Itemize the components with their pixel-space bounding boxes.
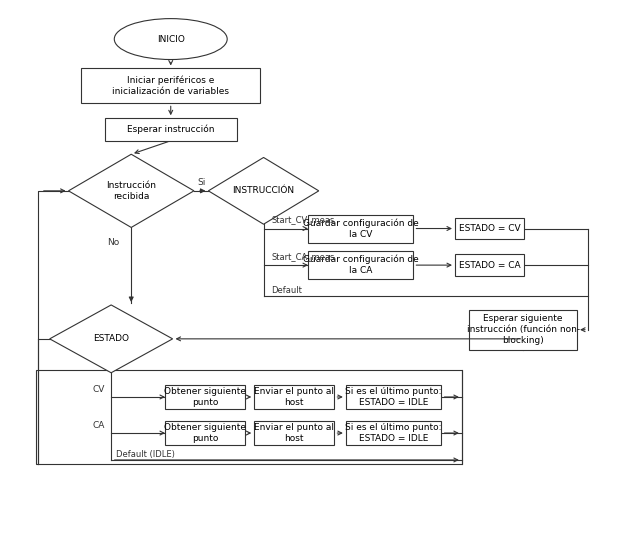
FancyBboxPatch shape: [308, 251, 413, 279]
FancyBboxPatch shape: [469, 309, 577, 350]
FancyBboxPatch shape: [81, 68, 260, 103]
Text: INICIO: INICIO: [157, 35, 185, 44]
Polygon shape: [209, 157, 319, 224]
Text: Default (IDLE): Default (IDLE): [116, 450, 175, 459]
Text: Enviar el punto al
host: Enviar el punto al host: [255, 423, 335, 443]
FancyBboxPatch shape: [165, 421, 245, 445]
Text: ESTADO = CA: ESTADO = CA: [459, 261, 520, 269]
FancyBboxPatch shape: [308, 215, 413, 242]
Ellipse shape: [114, 18, 227, 60]
Text: Enviar el punto al
host: Enviar el punto al host: [255, 387, 335, 407]
Text: Si es el último punto:
ESTADO = IDLE: Si es el último punto: ESTADO = IDLE: [345, 387, 442, 407]
Text: CV: CV: [93, 385, 105, 394]
Text: Si es el último punto:
ESTADO = IDLE: Si es el último punto: ESTADO = IDLE: [345, 423, 442, 443]
Text: INSTRUCCIÓN: INSTRUCCIÓN: [232, 186, 295, 195]
FancyBboxPatch shape: [455, 254, 524, 276]
FancyBboxPatch shape: [254, 385, 335, 410]
Text: No: No: [108, 238, 120, 247]
Text: Guardar configuración de
la CV: Guardar configuración de la CV: [303, 218, 419, 239]
FancyBboxPatch shape: [105, 118, 237, 141]
Text: Guardar configuración de
la CA: Guardar configuración de la CA: [303, 255, 419, 275]
FancyBboxPatch shape: [165, 385, 245, 410]
Text: Si: Si: [197, 179, 205, 187]
Polygon shape: [50, 305, 173, 373]
Polygon shape: [69, 154, 194, 227]
Text: Obtener siguiente
punto: Obtener siguiente punto: [164, 387, 246, 407]
Bar: [36, 370, 462, 464]
Text: Esperar instrucción: Esperar instrucción: [127, 125, 214, 134]
Text: Start_CA_meas: Start_CA_meas: [271, 252, 335, 261]
Text: Obtener siguiente
punto: Obtener siguiente punto: [164, 423, 246, 443]
Text: Iniciar periféricos e
inicialización de variables: Iniciar periféricos e inicialización de …: [112, 76, 229, 96]
Text: CA: CA: [93, 421, 105, 430]
Text: ESTADO = CV: ESTADO = CV: [459, 224, 520, 233]
Text: ESTADO: ESTADO: [93, 334, 129, 344]
FancyBboxPatch shape: [254, 421, 335, 445]
Text: Default: Default: [271, 286, 302, 295]
FancyBboxPatch shape: [346, 385, 441, 410]
FancyBboxPatch shape: [346, 421, 441, 445]
Text: Esperar siguiente
instrucción (función non-
blocking): Esperar siguiente instrucción (función n…: [467, 314, 580, 345]
Text: Start_CV_meas: Start_CV_meas: [271, 215, 335, 225]
Text: Instrucción
recibida: Instrucción recibida: [106, 181, 156, 201]
FancyBboxPatch shape: [455, 218, 524, 239]
